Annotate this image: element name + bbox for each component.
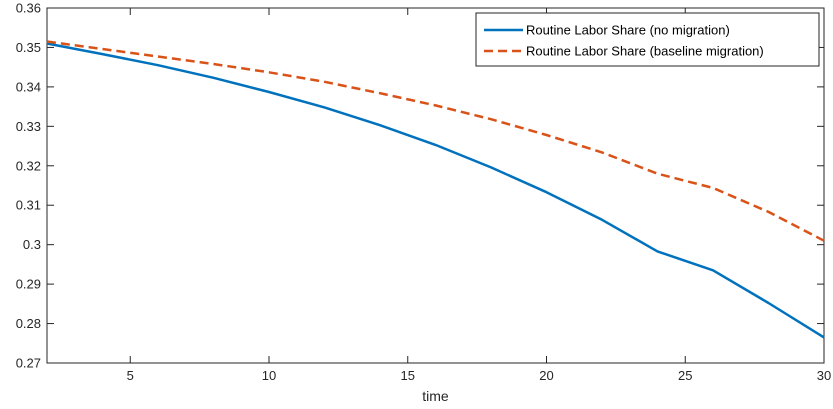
y-axis: 0.27 0.28 0.29 0.3 0.31 0.32 0.33 0.34 0.35 0.36 [16, 1, 824, 371]
y-tick-label: 0.31 [16, 198, 41, 213]
x-tick-label: 20 [539, 368, 553, 383]
x-tick-label: 15 [401, 368, 415, 383]
y-tick-label: 0.35 [16, 40, 41, 55]
y-tick-label: 0.29 [16, 277, 41, 292]
y-tick-label: 0.3 [23, 237, 41, 252]
series-line-baseline-migration [46, 40, 825, 242]
legend: Routine Labor Share (no migration) Routi… [475, 12, 820, 67]
y-tick-label: 0.33 [16, 119, 41, 134]
legend-label-baseline-migration: Routine Labor Share (baseline migration) [526, 44, 764, 59]
x-axis-title: time [422, 388, 449, 404]
y-tick-label: 0.28 [16, 316, 41, 331]
y-tick-label: 0.34 [16, 79, 41, 94]
x-tick-label: 30 [817, 368, 831, 383]
legend-label-no-migration: Routine Labor Share (no migration) [526, 23, 730, 38]
x-tick-label: 5 [127, 368, 134, 383]
y-tick-label: 0.27 [16, 356, 41, 371]
y-tick-label: 0.32 [16, 158, 41, 173]
x-tick-label: 25 [678, 368, 692, 383]
x-tick-label: 10 [262, 368, 276, 383]
plot-area [46, 7, 825, 364]
series-layer [46, 40, 825, 339]
y-tick-label: 0.36 [16, 1, 41, 16]
series-line-no-migration [46, 42, 825, 339]
legend-box [475, 12, 820, 67]
x-axis: 5 10 15 20 25 30 [127, 8, 831, 383]
